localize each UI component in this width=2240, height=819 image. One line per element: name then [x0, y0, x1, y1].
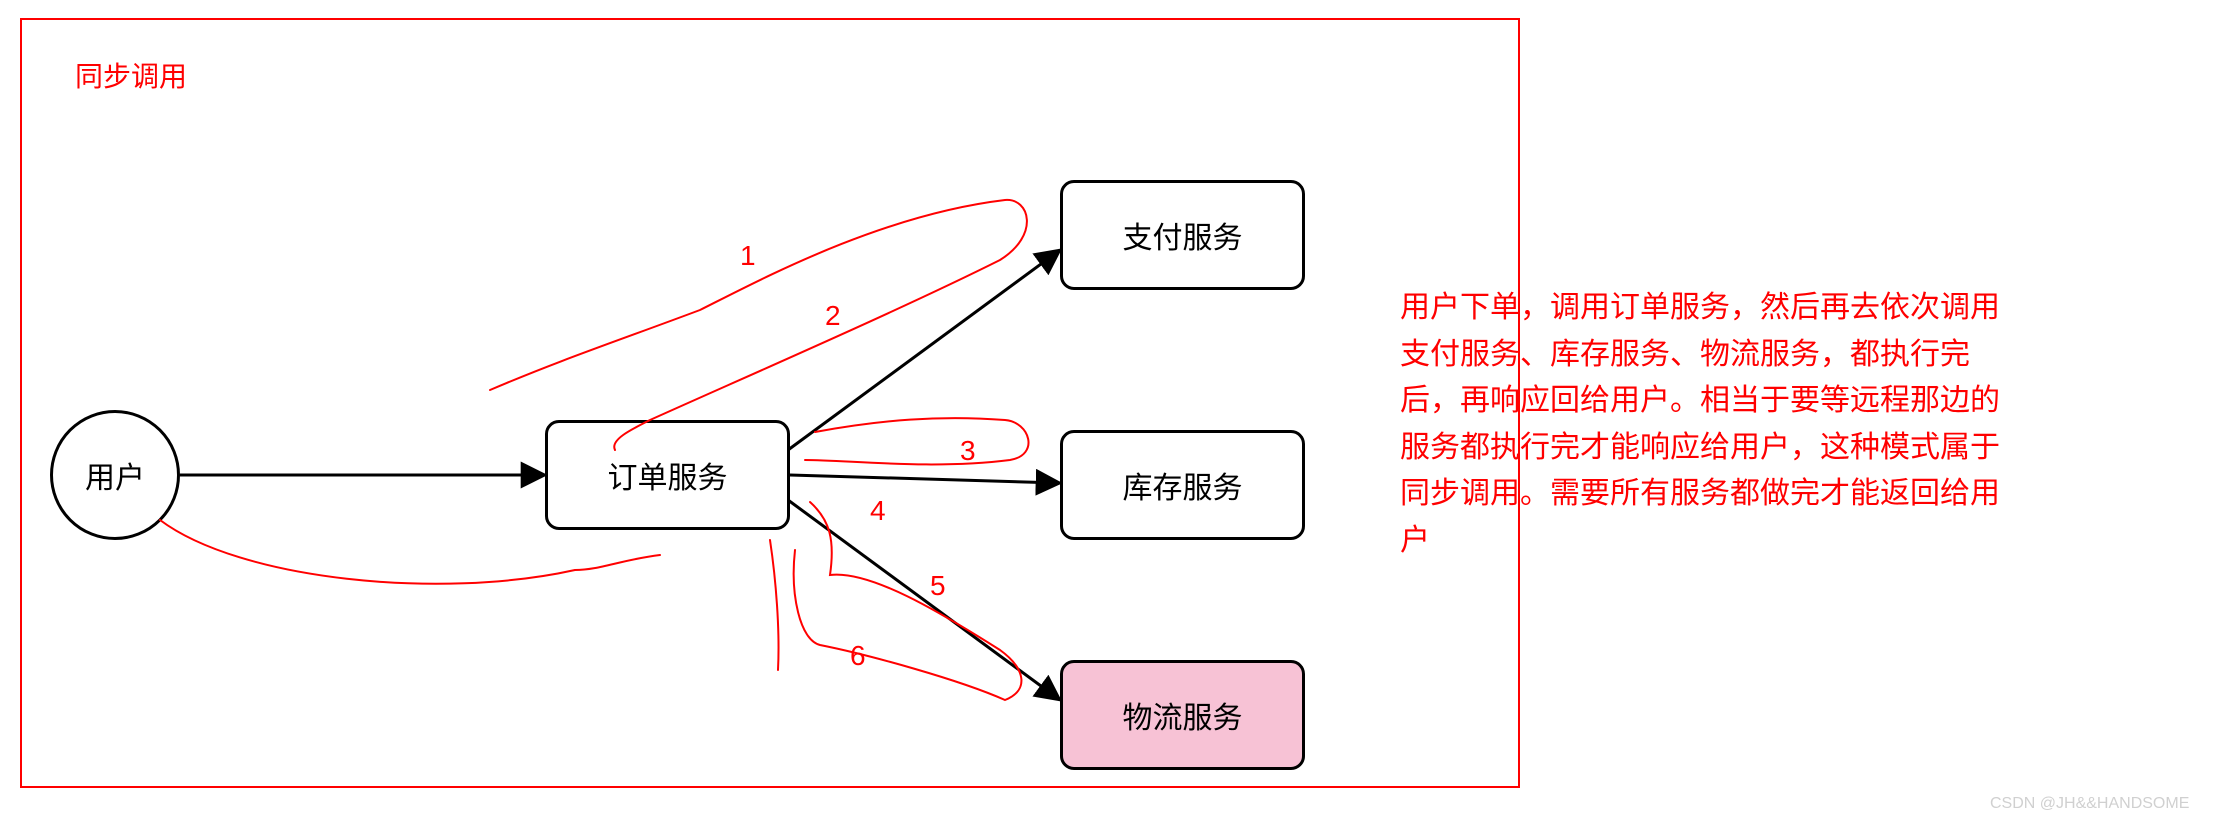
node-label: 库存服务 — [1123, 463, 1243, 507]
annotation-number: 2 — [825, 300, 841, 332]
description-text: 用户下单，调用订单服务，然后再去依次调用支付服务、库存服务、物流服务，都执行完后… — [1400, 285, 2020, 564]
node-logistics: 物流服务 — [1060, 660, 1305, 770]
node-order: 订单服务 — [545, 420, 790, 530]
diagram-title: 同步调用 — [75, 55, 187, 95]
node-user: 用户 — [50, 410, 180, 540]
annotation-number: 6 — [850, 640, 866, 672]
node-label: 订单服务 — [608, 453, 728, 497]
watermark-text: CSDN @JH&&HANDSOME — [1990, 795, 2189, 813]
node-stock: 库存服务 — [1060, 430, 1305, 540]
node-label: 用户 — [85, 453, 145, 497]
node-label: 物流服务 — [1123, 693, 1243, 737]
annotation-number: 5 — [930, 570, 946, 602]
annotation-number: 4 — [870, 495, 886, 527]
node-label: 支付服务 — [1123, 213, 1243, 257]
annotation-number: 1 — [740, 240, 756, 272]
annotation-number: 3 — [960, 435, 976, 467]
node-payment: 支付服务 — [1060, 180, 1305, 290]
